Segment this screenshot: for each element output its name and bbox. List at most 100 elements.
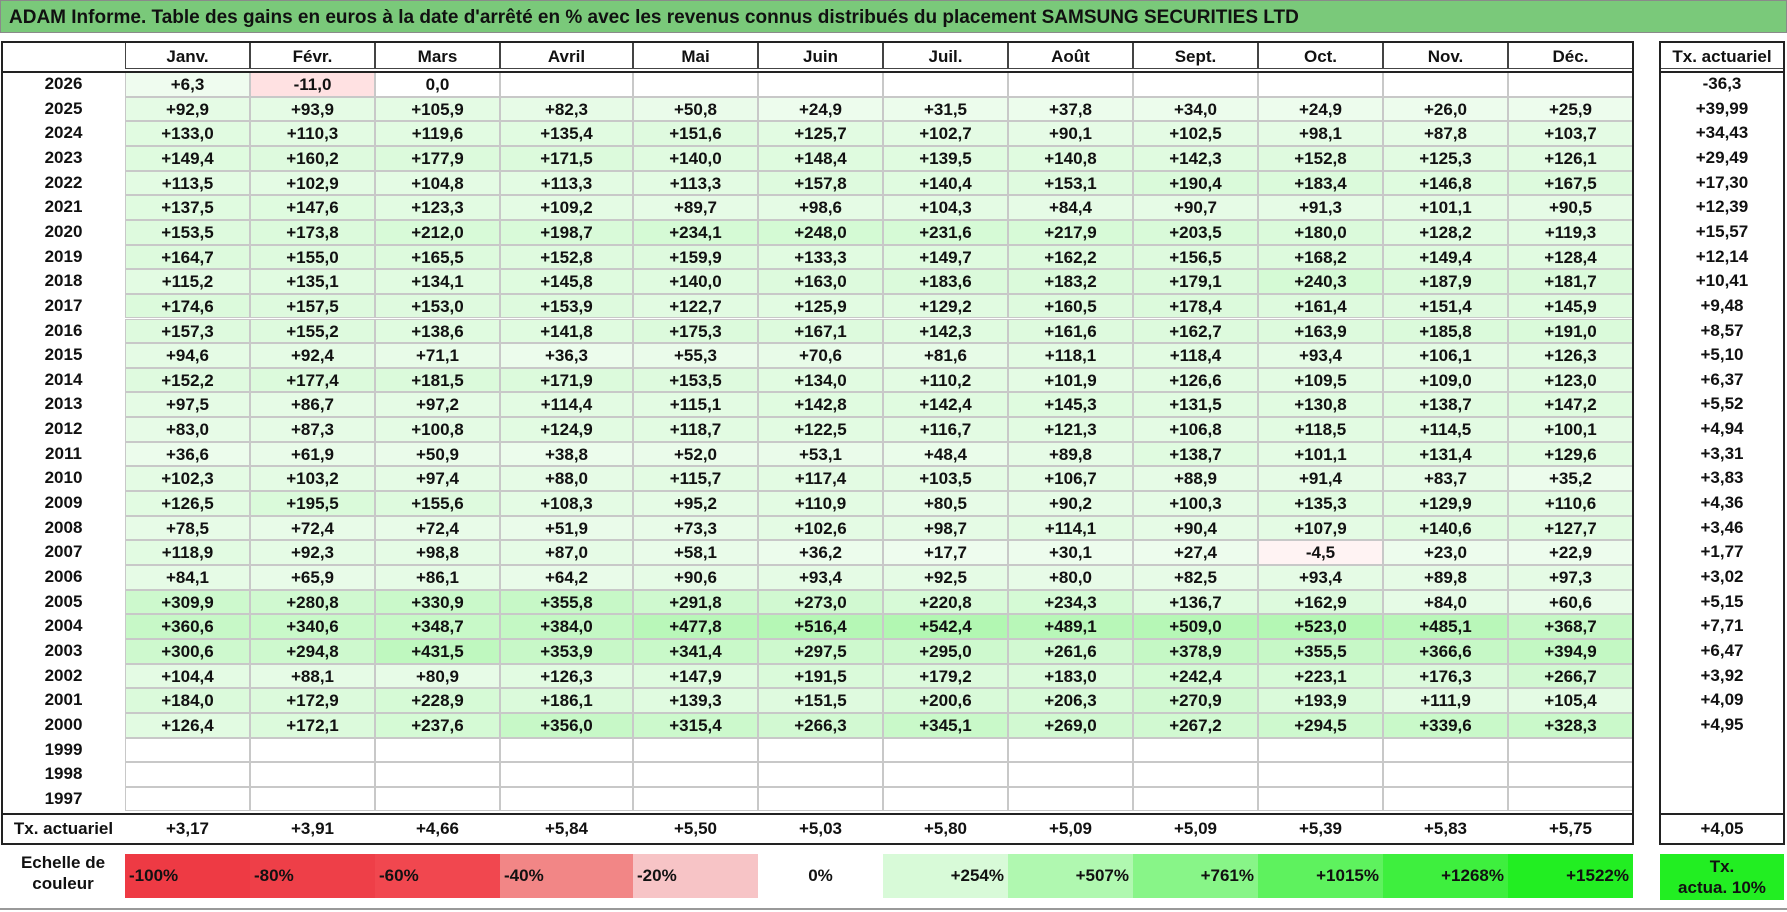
gain-cell: +101,1 [1383, 195, 1508, 220]
gain-cell: +24,9 [1258, 96, 1383, 122]
gain-cell: +228,9 [375, 688, 500, 713]
gain-cell: +98,8 [375, 540, 500, 565]
gain-cell: +118,4 [1133, 343, 1258, 368]
month-header: Mars [375, 42, 500, 69]
gain-cell: +72,4 [250, 515, 375, 541]
gain-cell: +87,3 [250, 417, 375, 442]
gain-cell: +145,8 [500, 269, 633, 294]
year-label: 2023 [44, 147, 83, 167]
year-label: 2005 [44, 591, 83, 611]
gain-cell: +356,0 [500, 712, 633, 738]
month-header: Juin [758, 42, 883, 69]
gain-cell [1258, 737, 1383, 763]
year-label: 2006 [44, 567, 83, 586]
rate-cell: +12,14 [1695, 246, 1749, 266]
gain-cell: -11,0 [250, 72, 375, 97]
gain-cell: +270,9 [1133, 688, 1258, 713]
gain-cell: +142,3 [883, 318, 1008, 344]
year-label: 2003 [44, 640, 83, 660]
gain-cell: +345,1 [883, 712, 1008, 738]
gain-cell: +261,6 [1008, 638, 1133, 664]
gain-cell: +368,7 [1508, 614, 1633, 639]
gain-cell: +131,4 [1383, 441, 1508, 467]
gain-cell: +88,1 [250, 663, 375, 689]
month-header: Mai [633, 42, 758, 69]
gain-cell: +37,8 [1008, 96, 1133, 122]
gain-cell: +330,9 [375, 589, 500, 615]
gain-cell [1508, 737, 1633, 763]
gain-cell: +91,4 [1258, 466, 1383, 492]
gain-cell: +114,1 [1008, 515, 1133, 541]
gain-cell: +88,0 [500, 466, 633, 492]
gain-cell: +58,1 [633, 540, 758, 565]
gain-cell [1383, 737, 1508, 763]
footer-rate-cell: +4,66 [415, 819, 459, 838]
gain-cell [1008, 786, 1133, 812]
gain-cell: +113,5 [125, 170, 250, 196]
gain-cell: +118,7 [633, 417, 758, 442]
gain-cell: +133,3 [758, 244, 883, 270]
gain-cell: +157,8 [758, 170, 883, 196]
gain-cell [1133, 762, 1258, 787]
rate-cell [1660, 787, 1784, 812]
gain-cell: +142,8 [758, 392, 883, 418]
rate-cell: +8,57 [1700, 320, 1744, 340]
gain-cell: +118,5 [1258, 417, 1383, 442]
gain-cell: +179,2 [883, 663, 1008, 689]
gain-cell: +110,6 [1508, 491, 1633, 516]
gain-cell: +31,5 [883, 96, 1008, 122]
rate-cell: +3,31 [1700, 443, 1744, 463]
gain-cell: +126,5 [125, 491, 250, 516]
gain-cell [500, 72, 633, 97]
year-label: 2004 [44, 616, 83, 636]
gain-cell: +151,5 [758, 688, 883, 713]
rate-cell: +15,57 [1695, 221, 1749, 241]
gain-cell: +223,1 [1258, 663, 1383, 689]
gain-cell: +155,2 [250, 318, 375, 344]
gain-cell: +111,9 [1383, 688, 1508, 713]
gain-cell: +355,5 [1258, 638, 1383, 664]
gain-cell: +234,1 [633, 219, 758, 245]
gain-cell: +339,6 [1383, 712, 1508, 738]
gain-cell: +212,0 [375, 219, 500, 245]
gain-cell: +149,4 [125, 145, 250, 171]
gain-cell: +114,5 [1383, 417, 1508, 442]
year-label: 2001 [44, 690, 83, 710]
gain-cell: +198,7 [500, 219, 633, 245]
year-label: 1997 [44, 788, 83, 808]
gain-cell: +83,0 [125, 417, 250, 442]
gain-cell: +71,1 [375, 343, 500, 368]
color-scale-swatch: +1522% [1508, 854, 1633, 898]
gain-cell: +89,8 [1383, 565, 1508, 590]
gain-cell: +113,3 [500, 170, 633, 196]
year-label: 2013 [44, 394, 83, 414]
gain-cell [375, 737, 500, 763]
gain-cell: +109,2 [500, 195, 633, 220]
gain-cell: +149,4 [1383, 244, 1508, 270]
rate-cell: +6,47 [1700, 640, 1744, 660]
month-header: Sept. [1133, 42, 1258, 69]
footer-rate-cell: +5,03 [798, 819, 842, 838]
gain-cell: +61,9 [250, 441, 375, 467]
gain-cell: +360,6 [125, 614, 250, 639]
gain-cell: +129,6 [1508, 441, 1633, 467]
gain-cell: +109,5 [1258, 367, 1383, 393]
gain-cell [1383, 786, 1508, 812]
gain-cell: +102,3 [125, 466, 250, 492]
rate-cell: +12,39 [1695, 197, 1749, 217]
footer-rate-cell: +5,80 [923, 819, 967, 838]
gain-cell: +92,9 [125, 96, 250, 122]
report-title: ADAM Informe. Table des gains en euros à… [9, 7, 1299, 28]
gain-cell: +106,7 [1008, 466, 1133, 492]
gain-cell: +138,6 [375, 318, 500, 344]
gain-cell: +110,2 [883, 367, 1008, 393]
gain-cell: +509,0 [1133, 614, 1258, 639]
gain-cell: +190,4 [1133, 170, 1258, 196]
gain-cell: +152,8 [500, 244, 633, 270]
gain-cell: +6,3 [125, 72, 250, 97]
gain-cell: +152,2 [125, 367, 250, 393]
gain-cell: +231,6 [883, 219, 1008, 245]
gain-cell: +180,0 [1258, 219, 1383, 245]
gain-cell: +51,9 [500, 515, 633, 541]
